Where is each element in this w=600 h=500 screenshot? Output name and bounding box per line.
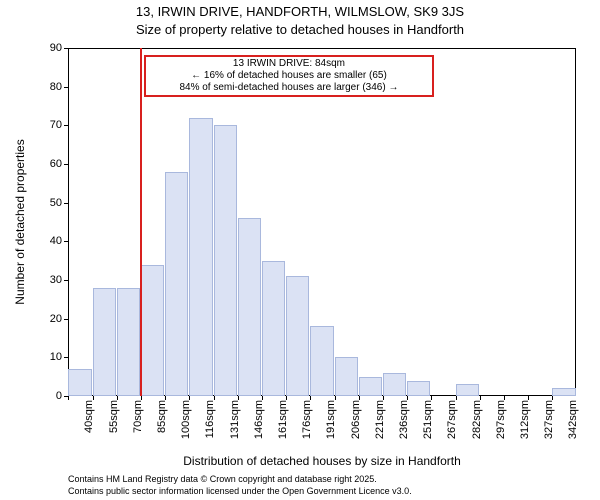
x-tick-label: 342sqm — [563, 400, 579, 450]
x-tick-label: 70sqm — [128, 400, 144, 450]
x-tick-mark — [141, 396, 142, 400]
footer-copyright-2: Contains public sector information licen… — [68, 486, 412, 496]
histogram-chart: 010203040506070809040sqm55sqm70sqm85sqm1… — [68, 48, 576, 396]
y-tick-mark — [64, 203, 68, 204]
histogram-bar — [359, 377, 382, 396]
x-tick-mark — [383, 396, 384, 400]
y-tick-mark — [64, 319, 68, 320]
histogram-bar — [214, 125, 237, 396]
histogram-bar — [335, 357, 358, 396]
x-tick-label: 236sqm — [394, 400, 410, 450]
x-tick-mark — [214, 396, 215, 400]
histogram-bar — [407, 381, 430, 396]
histogram-bar — [552, 388, 575, 396]
x-axis-title: Distribution of detached houses by size … — [68, 454, 576, 468]
x-tick-label: 131sqm — [225, 400, 241, 450]
histogram-bar — [165, 172, 188, 396]
y-tick-mark — [64, 241, 68, 242]
x-tick-label: 251sqm — [418, 400, 434, 450]
y-tick-mark — [64, 125, 68, 126]
x-tick-mark — [407, 396, 408, 400]
histogram-bar — [262, 261, 285, 396]
x-tick-mark — [93, 396, 94, 400]
y-tick-mark — [64, 48, 68, 49]
chart-container: 13, IRWIN DRIVE, HANDFORTH, WILMSLOW, SK… — [0, 0, 600, 500]
x-tick-label: 146sqm — [249, 400, 265, 450]
x-tick-mark — [504, 396, 505, 400]
y-tick-mark — [64, 280, 68, 281]
annotation-line3: 84% of semi-detached houses are larger (… — [148, 82, 430, 94]
x-tick-mark — [359, 396, 360, 400]
histogram-bar — [286, 276, 309, 396]
annotation-line2: ← 16% of detached houses are smaller (65… — [148, 70, 430, 82]
x-tick-label: 55sqm — [104, 400, 120, 450]
title-line-1: 13, IRWIN DRIVE, HANDFORTH, WILMSLOW, SK… — [0, 4, 600, 19]
histogram-bar — [310, 326, 333, 396]
x-tick-label: 312sqm — [515, 400, 531, 450]
x-tick-label: 176sqm — [297, 400, 313, 450]
histogram-bar — [117, 288, 140, 396]
title-line-2: Size of property relative to detached ho… — [0, 22, 600, 37]
y-tick-mark — [64, 396, 68, 397]
x-tick-label: 206sqm — [346, 400, 362, 450]
histogram-bar — [93, 288, 116, 396]
y-tick-mark — [64, 357, 68, 358]
histogram-bar — [189, 118, 212, 396]
x-tick-label: 327sqm — [539, 400, 555, 450]
x-tick-label: 297sqm — [491, 400, 507, 450]
y-axis-title: Number of detached properties — [13, 139, 27, 304]
histogram-bar — [141, 265, 164, 396]
x-tick-label: 282sqm — [467, 400, 483, 450]
x-tick-mark — [165, 396, 166, 400]
axis-line — [68, 48, 576, 49]
x-tick-label: 221sqm — [370, 400, 386, 450]
axis-line — [68, 48, 69, 396]
x-tick-mark — [189, 396, 190, 400]
x-tick-mark — [456, 396, 457, 400]
x-tick-label: 267sqm — [442, 400, 458, 450]
x-tick-mark — [117, 396, 118, 400]
annotation-line1: 13 IRWIN DRIVE: 84sqm — [148, 58, 430, 70]
x-tick-label: 191sqm — [321, 400, 337, 450]
histogram-bar — [456, 384, 479, 396]
x-tick-mark — [310, 396, 311, 400]
x-tick-label: 85sqm — [152, 400, 168, 450]
x-tick-label: 100sqm — [176, 400, 192, 450]
y-tick-mark — [64, 164, 68, 165]
x-tick-label: 116sqm — [200, 400, 216, 450]
x-tick-label: 40sqm — [79, 400, 95, 450]
x-tick-mark — [238, 396, 239, 400]
x-tick-mark — [480, 396, 481, 400]
x-tick-mark — [431, 396, 432, 400]
annotation-box: 13 IRWIN DRIVE: 84sqm← 16% of detached h… — [144, 55, 434, 97]
x-tick-mark — [335, 396, 336, 400]
axis-line — [575, 48, 576, 396]
footer-copyright-1: Contains HM Land Registry data © Crown c… — [68, 474, 377, 484]
reference-line — [140, 48, 142, 396]
histogram-bar — [238, 218, 261, 396]
x-tick-mark — [552, 396, 553, 400]
x-tick-mark — [68, 396, 69, 400]
x-tick-mark — [528, 396, 529, 400]
y-tick-mark — [64, 87, 68, 88]
histogram-bar — [383, 373, 406, 396]
x-tick-mark — [286, 396, 287, 400]
x-tick-mark — [262, 396, 263, 400]
histogram-bar — [68, 369, 91, 396]
x-tick-label: 161sqm — [273, 400, 289, 450]
